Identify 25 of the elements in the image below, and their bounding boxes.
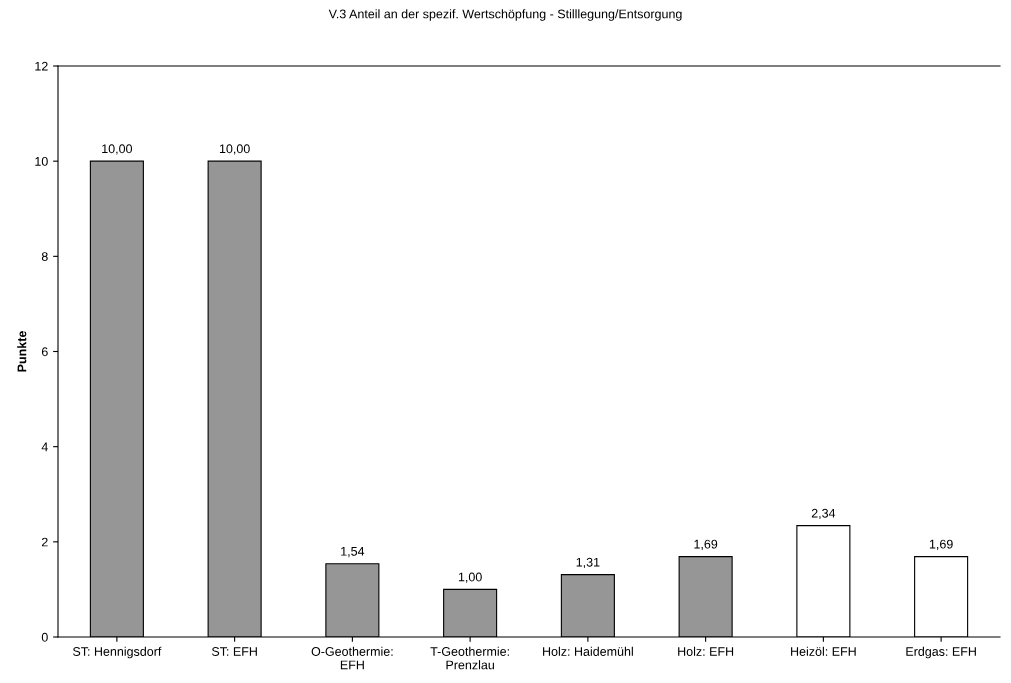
x-tick-label: T-Geothermie: Prenzlau [430,646,509,670]
x-tick-label: Heizöl: EFH [791,646,856,656]
x-tick-label: ST: EFH [211,647,257,656]
data-label: 1,31 [576,557,600,569]
y-axis-title: Punkte [17,331,27,372]
y-tick-label: 2 [41,537,48,547]
x-tick-label: O-Geothermie: EFH [311,646,393,670]
data-label: 1,69 [929,539,953,551]
data-label: 10,00 [102,144,133,155]
chart-title: V.3 Anteil an der spezif. Wertschöpfung - Stilllegung/Entsorgung [328,9,682,21]
data-label: 1,54 [341,546,365,558]
y-tick-label: 6 [41,347,48,357]
data-label: 1,69 [694,539,718,551]
x-tick-label: Erdgas: EFH [906,646,976,659]
x-tick-label: Holz: Haidemühl [543,646,633,656]
data-label: 1,00 [458,572,482,583]
x-tick-label: Holz: EFH [678,646,734,656]
y-tick-label: 10 [35,156,48,166]
y-tick-label: 8 [41,252,48,261]
data-label: 2,34 [811,508,836,520]
data-label: 10,00 [219,144,250,155]
x-tick-label: ST: Hennigsdorf [72,646,162,659]
y-tick-label: 12 [35,61,48,71]
y-tick-label: 0 [41,632,48,642]
y-tick-label: 4 [41,442,48,452]
